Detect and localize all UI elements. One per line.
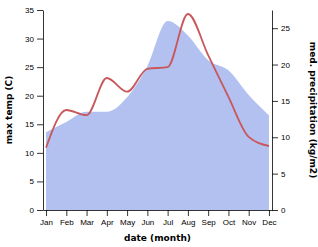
temperature-line <box>46 14 269 148</box>
tick-mark <box>249 210 250 216</box>
tick: 10 <box>25 149 43 158</box>
y-axis-title: max temp (C) <box>4 76 14 145</box>
tick-mark <box>37 153 43 154</box>
tick: 20 <box>272 61 290 70</box>
tick-label: 5 <box>281 170 286 179</box>
tick-label: 20 <box>281 61 290 70</box>
tick-label: Mar <box>80 218 94 227</box>
tick: 25 <box>272 24 290 33</box>
tick: Nov <box>242 210 256 227</box>
tick: Feb <box>60 210 74 227</box>
tick-label: 0 <box>30 206 35 215</box>
tick: 30 <box>25 35 43 44</box>
tick-label: 15 <box>281 97 290 106</box>
tick-mark <box>228 210 229 216</box>
tick: Dec <box>262 210 276 227</box>
tick-label: 15 <box>25 120 34 129</box>
tick: 5 <box>30 177 43 186</box>
tick-mark <box>272 101 278 102</box>
y-axis-line <box>43 11 44 211</box>
tick-mark <box>107 210 108 216</box>
x-axis: Jan Feb Mar Apr May Jun Jul Aug Sep Oct Nov Dec <box>40 210 276 227</box>
tick-label: 30 <box>25 35 34 44</box>
tick-mark <box>37 67 43 68</box>
tick: Jan <box>40 210 53 227</box>
tick-mark <box>87 210 88 216</box>
tick: Apr <box>101 210 114 227</box>
tick-mark <box>188 210 189 216</box>
tick-mark <box>272 137 278 138</box>
y2-axis-line <box>272 11 273 211</box>
chart: 051015202530350510152025JanFebMarAprMayJ… <box>0 0 318 247</box>
tick: Mar <box>80 210 94 227</box>
tick-mark <box>272 28 278 29</box>
tick-mark <box>37 96 43 97</box>
tick-label: Aug <box>181 218 195 227</box>
plot: 051015202530350510152025JanFebMarAprMayJ… <box>25 6 290 227</box>
tick-label: 10 <box>25 149 34 158</box>
tick-label: May <box>120 218 135 227</box>
tick: Sep <box>202 210 217 227</box>
tick-mark <box>37 210 43 211</box>
tick-label: 0 <box>281 206 286 215</box>
tick-mark <box>272 65 278 66</box>
tick: May <box>120 210 135 227</box>
tick: 0 <box>272 206 286 215</box>
tick-mark <box>37 181 43 182</box>
tick: Jun <box>141 210 154 227</box>
tick-mark <box>37 124 43 125</box>
tick-label: 20 <box>25 92 34 101</box>
tick: Aug <box>181 210 195 227</box>
tick-label: Jun <box>141 218 154 227</box>
tick: 15 <box>272 97 290 106</box>
tick-label: Jul <box>163 218 173 227</box>
tick-mark <box>37 10 43 11</box>
tick-mark <box>66 210 67 216</box>
tick-mark <box>272 210 278 211</box>
tick: 25 <box>25 63 43 72</box>
x-axis-line <box>44 210 273 211</box>
tick-mark <box>127 210 128 216</box>
tick: Jul <box>163 210 173 227</box>
tick-label: Oct <box>223 218 236 227</box>
tick-label: 25 <box>25 63 34 72</box>
tick-label: 25 <box>281 24 290 33</box>
marks <box>46 14 269 210</box>
tick-mark <box>272 174 278 175</box>
tick-label: 5 <box>30 177 35 186</box>
tick-label: Jan <box>40 218 53 227</box>
tick: 20 <box>25 92 43 101</box>
x-axis-title: date (month) <box>124 233 191 243</box>
y2-axis-title: med. precipitation (kg/m2) <box>308 42 318 178</box>
tick: 15 <box>25 120 43 129</box>
tick-mark <box>37 39 43 40</box>
tick-label: Apr <box>101 218 114 227</box>
tick-label: Sep <box>202 218 217 227</box>
tick-mark <box>208 210 209 216</box>
tick-label: Nov <box>242 218 256 227</box>
y2-axis: 0 5 10 15 20 25 <box>272 11 290 216</box>
y-axis: 0 5 10 15 20 25 30 35 <box>25 6 43 215</box>
tick-mark <box>269 210 270 216</box>
tick: Oct <box>223 210 236 227</box>
tick-mark <box>168 210 169 216</box>
tick: 35 <box>25 6 43 15</box>
tick: 10 <box>272 133 290 142</box>
tick: 0 <box>30 206 43 215</box>
tick-label: Feb <box>60 218 74 227</box>
tick-label: Dec <box>262 218 276 227</box>
tick-label: 35 <box>25 6 34 15</box>
precipitation-area <box>46 21 269 210</box>
tick: 5 <box>272 170 286 179</box>
tick-mark <box>147 210 148 216</box>
tick-mark <box>46 210 47 216</box>
tick-label: 10 <box>281 133 290 142</box>
